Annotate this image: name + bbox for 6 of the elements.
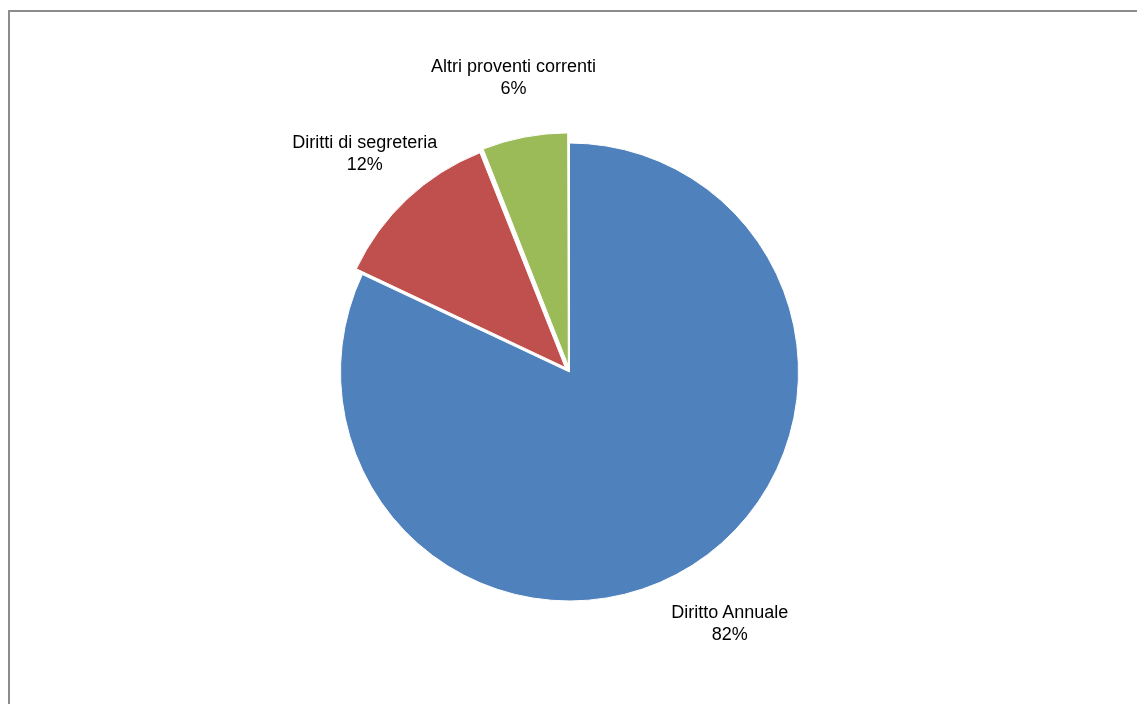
data-label: 82% [711,624,748,645]
slice-label: Altri proventi correnti [430,56,596,77]
slice-label: Diritti di segreteria [292,132,439,153]
slice-label: Diritto Annuale [671,602,789,623]
data-label: 6% [500,78,527,99]
data-label: 12% [346,154,383,175]
